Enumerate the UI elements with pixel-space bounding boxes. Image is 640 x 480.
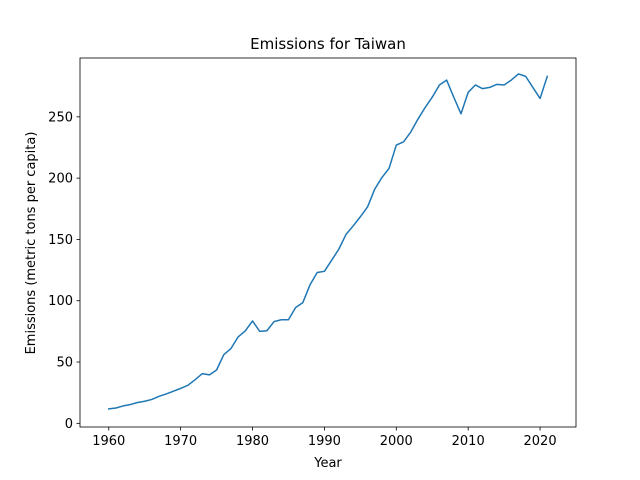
series-line-0 — [107, 73, 549, 410]
y-axis-label: Emissions (metric tons per capita) — [24, 132, 39, 355]
x-tick-label-1970: 1970 — [164, 434, 197, 449]
x-tick-label-2010: 2010 — [452, 434, 485, 449]
plot-frame — [79, 57, 577, 428]
x-tick-label-2000: 2000 — [380, 434, 413, 449]
chart-title: Emissions for Taiwan — [250, 35, 406, 53]
plot-area: 1960 1970 1980 1990 2000 2010 2020 0 50 100 150 200… — [48, 57, 577, 449]
y-tick-label-50: 50 — [56, 356, 73, 371]
x-tick-label-1960: 1960 — [92, 434, 125, 449]
y-tick-label-150: 150 — [48, 233, 73, 248]
y-tick-label-200: 200 — [48, 172, 73, 187]
y-tick-label-250: 250 — [48, 110, 73, 125]
x-tick-label-1980: 1980 — [236, 434, 269, 449]
x-axis-label: Year — [313, 456, 342, 471]
y-tick-label-0: 0 — [65, 417, 73, 432]
y-tick-label-100: 100 — [48, 294, 73, 309]
x-tick-label-2020: 2020 — [524, 434, 557, 449]
x-tick-label-1990: 1990 — [308, 434, 341, 449]
